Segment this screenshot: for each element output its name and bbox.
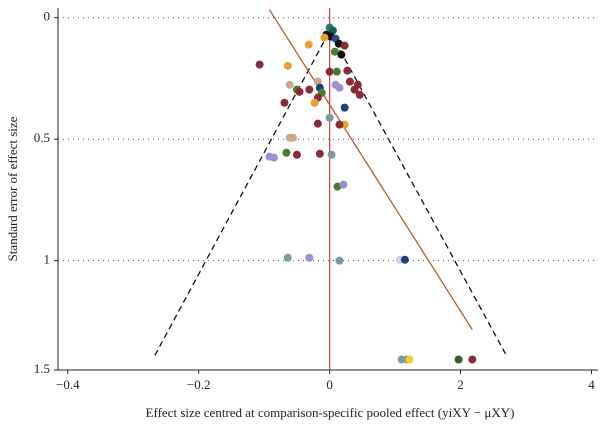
x-tick-label: 4 <box>588 377 595 392</box>
point <box>280 98 289 107</box>
point <box>285 80 294 89</box>
point <box>305 253 314 262</box>
point <box>292 150 301 159</box>
trend-line <box>154 29 507 356</box>
point <box>335 120 344 129</box>
point <box>320 33 329 42</box>
x-tick-label: 2 <box>457 377 464 392</box>
point <box>350 85 359 94</box>
y-tick-label: 0 <box>44 9 51 24</box>
point <box>454 355 463 364</box>
point <box>337 50 346 59</box>
point <box>332 67 341 76</box>
point <box>335 256 344 265</box>
x-tick-label: −0.2 <box>187 377 211 392</box>
point <box>283 61 292 70</box>
point <box>328 26 337 35</box>
point <box>304 40 313 49</box>
point <box>285 133 294 142</box>
trend-line <box>268 9 473 331</box>
point <box>345 77 354 86</box>
y-axis-label: Standard error of effect size <box>5 116 20 261</box>
point <box>340 103 349 112</box>
point <box>305 85 314 94</box>
point <box>343 66 352 75</box>
point <box>325 113 334 122</box>
point <box>339 180 348 189</box>
point <box>265 152 274 161</box>
point <box>340 41 349 50</box>
point <box>282 148 291 157</box>
point <box>327 150 336 159</box>
point <box>330 47 339 56</box>
point <box>310 98 319 107</box>
x-axis-label: Effect size centred at comparison-specif… <box>146 405 515 420</box>
point <box>355 90 364 99</box>
point <box>335 83 344 92</box>
point <box>313 119 322 128</box>
point <box>468 355 477 364</box>
point <box>283 253 292 262</box>
y-tick-label: 1 <box>44 252 51 267</box>
point <box>313 77 322 86</box>
point <box>295 87 304 96</box>
point <box>400 255 409 264</box>
point <box>405 355 414 364</box>
y-tick-label: 0.5 <box>34 130 50 145</box>
y-tick-label: 1.5 <box>34 361 50 376</box>
x-tick-label: −0.4 <box>56 377 80 392</box>
point <box>315 149 324 158</box>
x-tick-label: 0 <box>326 377 333 392</box>
point <box>255 60 264 69</box>
point <box>325 67 334 76</box>
